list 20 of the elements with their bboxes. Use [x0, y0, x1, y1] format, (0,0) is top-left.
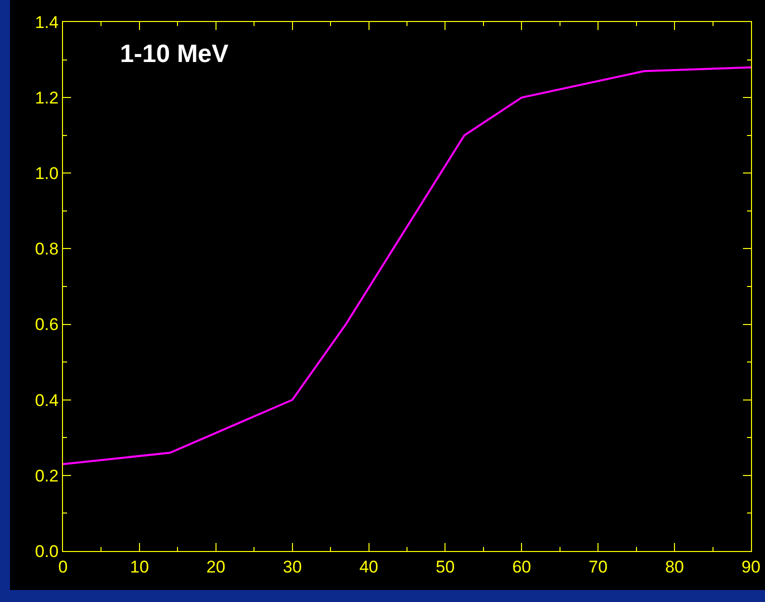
x-tick-label: 0: [58, 557, 68, 576]
x-tick-label: 20: [206, 557, 226, 576]
x-tick-label: 50: [436, 557, 455, 576]
y-tick-label: 0.6: [34, 315, 59, 334]
y-tick-label: 0.8: [34, 240, 59, 259]
x-tick-label: 60: [512, 557, 532, 576]
y-tick-label: 0.2: [34, 466, 59, 486]
x-tick-label: 90: [742, 557, 760, 576]
y-tick-label: 1.4: [34, 12, 59, 32]
annotation: 1-10 MeV: [120, 40, 229, 68]
line-series: [63, 66, 751, 466]
x-tick-label: 40: [359, 557, 378, 576]
x-tick-label: 30: [282, 557, 302, 576]
x-tick-label: 80: [665, 557, 684, 576]
y-tick-label: 0.0: [34, 542, 59, 561]
y-tick-label: 1.0: [34, 164, 59, 184]
x-tick-label: 10: [130, 557, 149, 576]
y-tick-label: 0.4: [34, 390, 59, 410]
x-tick-label: 70: [588, 557, 608, 576]
y-tick-label: 1.2: [34, 88, 59, 108]
